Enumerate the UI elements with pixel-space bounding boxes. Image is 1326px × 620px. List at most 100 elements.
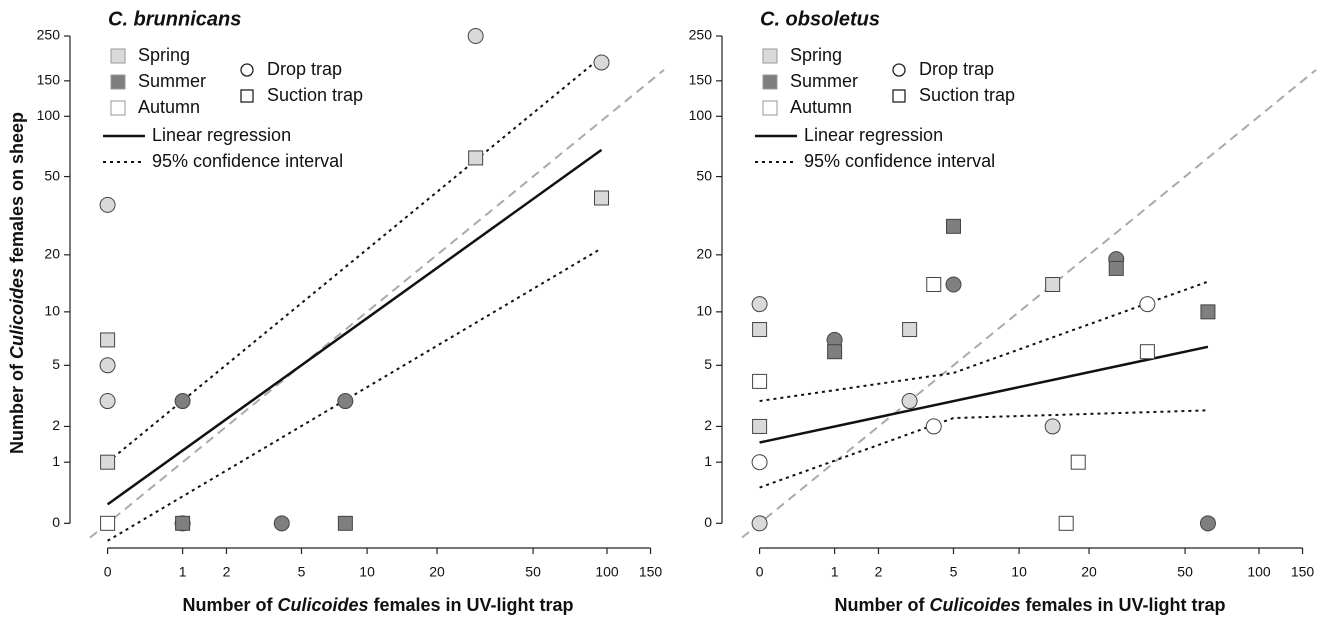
axis-label: Number of Culicoides females in UV-light… bbox=[834, 595, 1225, 615]
data-point bbox=[100, 515, 116, 531]
data-point bbox=[99, 196, 116, 213]
x-tick-label: 1 bbox=[831, 564, 839, 580]
axis-label-part: Number of bbox=[7, 359, 27, 454]
identity-line bbox=[89, 69, 665, 539]
x-tick-label: 20 bbox=[429, 564, 445, 580]
data-point bbox=[925, 418, 942, 435]
x-tick-label: 150 bbox=[639, 564, 663, 580]
axis-label-part: Culicoides bbox=[277, 595, 368, 615]
data-point bbox=[1199, 515, 1216, 532]
chart-title: C. obsoletus bbox=[760, 8, 880, 30]
legend-swatch bbox=[762, 74, 778, 90]
y-tick-label: 0 bbox=[52, 514, 60, 530]
legend-label: Suction trap bbox=[267, 85, 363, 105]
x-tick-label: 150 bbox=[1291, 564, 1315, 580]
data-point bbox=[1045, 276, 1061, 292]
y-tick-label: 5 bbox=[704, 356, 712, 372]
axis-label: Number of Culicoides females in UV-light… bbox=[182, 595, 573, 615]
axis-label-part: females on sheep bbox=[7, 112, 27, 268]
legend-swatch bbox=[762, 100, 778, 116]
legend-label: 95% confidence interval bbox=[152, 151, 343, 171]
regression-line bbox=[759, 345, 1209, 444]
legend-label: Drop trap bbox=[267, 59, 342, 79]
axis-label-part: Culicoides bbox=[7, 268, 27, 359]
legend-swatch bbox=[892, 63, 906, 77]
data-point bbox=[99, 357, 116, 374]
y-tick-label: 20 bbox=[696, 246, 712, 262]
data-point bbox=[902, 322, 918, 338]
y-tick-label: 2 bbox=[52, 417, 60, 433]
data-point bbox=[752, 322, 768, 338]
ci-upper bbox=[106, 56, 603, 463]
data-point bbox=[752, 373, 768, 389]
x-tick-label: 10 bbox=[1011, 564, 1027, 580]
legend-label: Autumn bbox=[790, 97, 852, 117]
data-point bbox=[1070, 454, 1086, 470]
x-tick-label: 2 bbox=[875, 564, 883, 580]
data-point bbox=[945, 218, 961, 234]
legend-label: Summer bbox=[138, 71, 206, 91]
x-tick-label: 0 bbox=[104, 564, 112, 580]
data-point bbox=[827, 344, 843, 360]
y-tick-label: 1 bbox=[704, 453, 712, 469]
y-tick-label: 10 bbox=[696, 303, 712, 319]
y-tick-label: 150 bbox=[689, 72, 713, 88]
data-point bbox=[467, 28, 484, 45]
x-tick-label: 2 bbox=[223, 564, 231, 580]
x-tick-label: 50 bbox=[525, 564, 541, 580]
data-point bbox=[1139, 296, 1156, 313]
x-tick-label: 50 bbox=[1177, 564, 1193, 580]
data-point bbox=[752, 418, 768, 434]
legend-label: 95% confidence interval bbox=[804, 151, 995, 171]
data-point bbox=[751, 454, 768, 471]
identity-line bbox=[741, 69, 1317, 539]
x-tick-label: 20 bbox=[1081, 564, 1097, 580]
legend-label: Spring bbox=[790, 45, 842, 65]
legend-swatch bbox=[110, 100, 126, 116]
data-point bbox=[1108, 260, 1124, 276]
x-tick-label: 0 bbox=[756, 564, 764, 580]
legend-swatch bbox=[240, 89, 254, 103]
data-point bbox=[1058, 515, 1074, 531]
legend-label: Linear regression bbox=[804, 125, 943, 145]
axis-label-part: females in UV-light trap bbox=[1021, 595, 1226, 615]
legend-swatch bbox=[110, 74, 126, 90]
legend-label: Drop trap bbox=[919, 59, 994, 79]
legend-swatch bbox=[240, 63, 254, 77]
x-tick-label: 100 bbox=[1247, 564, 1271, 580]
y-tick-label: 5 bbox=[52, 356, 60, 372]
data-point bbox=[273, 515, 290, 532]
y-tick-label: 100 bbox=[689, 107, 713, 123]
data-point bbox=[1044, 418, 1061, 435]
y-tick-label: 20 bbox=[44, 246, 60, 262]
data-point bbox=[337, 515, 353, 531]
regression-line bbox=[106, 148, 603, 506]
ci-lower bbox=[107, 247, 603, 542]
data-point bbox=[337, 393, 354, 410]
axis-label-part: Number of bbox=[834, 595, 929, 615]
data-point bbox=[175, 515, 191, 531]
x-tick-label: 1 bbox=[179, 564, 187, 580]
y-tick-label: 50 bbox=[696, 167, 712, 183]
data-point bbox=[751, 515, 768, 532]
chart-title: C. brunnicans bbox=[108, 8, 241, 30]
y-tick-label: 150 bbox=[37, 72, 61, 88]
legend-label: Linear regression bbox=[152, 125, 291, 145]
axis-label-part: females in UV-light trap bbox=[369, 595, 574, 615]
data-point bbox=[1139, 344, 1155, 360]
legend-swatch bbox=[892, 89, 906, 103]
data-point bbox=[945, 276, 962, 293]
axis-label: Number of Culicoides females on sheep bbox=[7, 112, 27, 454]
data-point bbox=[751, 296, 768, 313]
legend-label: Suction trap bbox=[919, 85, 1015, 105]
y-tick-label: 10 bbox=[44, 303, 60, 319]
legend-swatch bbox=[110, 48, 126, 64]
data-point bbox=[100, 332, 116, 348]
x-tick-label: 5 bbox=[298, 564, 306, 580]
y-tick-label: 250 bbox=[37, 27, 61, 43]
data-point bbox=[926, 276, 942, 292]
data-point bbox=[593, 54, 610, 71]
legend-label: Summer bbox=[790, 71, 858, 91]
x-tick-label: 100 bbox=[595, 564, 619, 580]
